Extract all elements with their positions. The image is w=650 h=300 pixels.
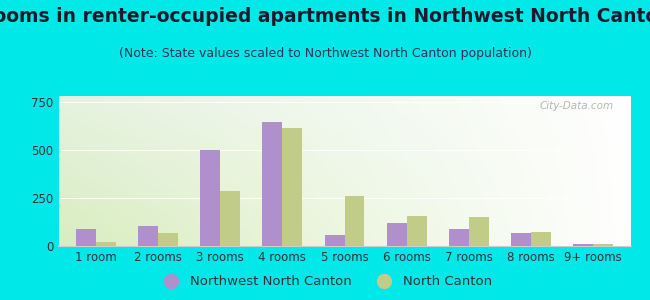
Bar [469,217,489,246]
Bar [324,236,345,246]
Bar [449,229,469,246]
Bar [263,122,282,246]
Bar [282,128,302,246]
Bar [344,196,365,246]
Bar [76,229,96,246]
Text: Rooms in renter-occupied apartments in Northwest North Canton: Rooms in renter-occupied apartments in N… [0,8,650,26]
Bar [531,232,551,246]
Bar [158,233,178,246]
Bar [387,223,407,246]
Bar [96,242,116,246]
Bar [511,233,531,246]
Bar [220,191,240,246]
Bar [573,244,593,246]
Text: City-Data.com: City-Data.com [540,100,614,110]
Bar [407,216,426,246]
Legend: Northwest North Canton, North Canton: Northwest North Canton, North Canton [153,270,497,293]
Bar [200,150,220,246]
Text: (Note: State values scaled to Northwest North Canton population): (Note: State values scaled to Northwest … [118,46,532,59]
Bar [138,226,158,246]
Bar [593,244,613,246]
